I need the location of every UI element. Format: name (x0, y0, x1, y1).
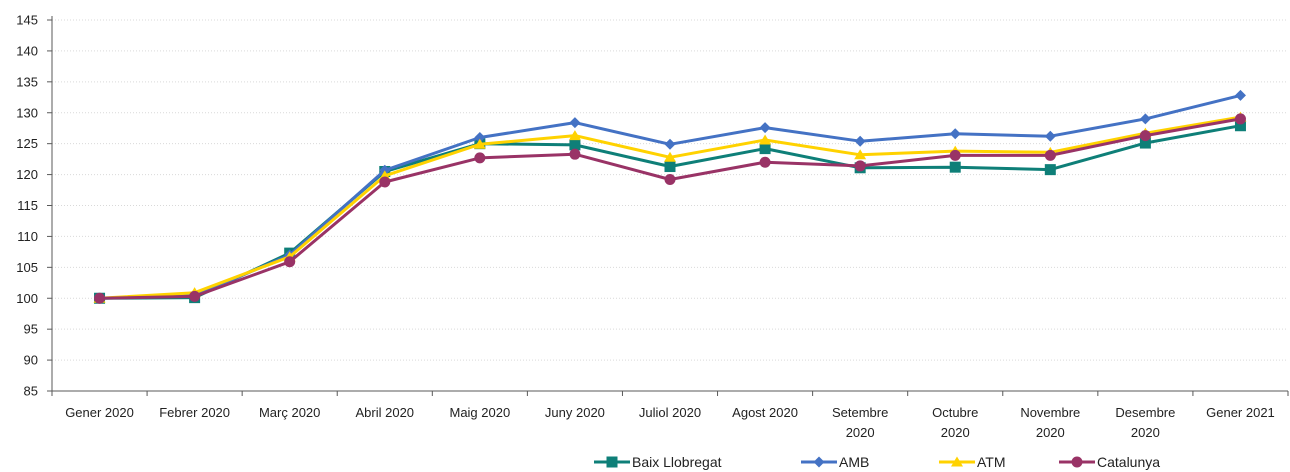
data-point-catalunya (284, 256, 296, 268)
data-point-atm (568, 130, 581, 141)
data-point-amb (569, 117, 581, 129)
legend-marker-atm (951, 456, 963, 467)
data-point-baix-llobregat (1044, 164, 1056, 176)
data-point-catalunya (854, 160, 866, 172)
y-tick-label: 90 (24, 353, 38, 368)
y-tick-label: 145 (16, 13, 38, 28)
data-point-amb (664, 138, 676, 150)
data-point-amb (1044, 130, 1056, 142)
y-tick-label: 95 (24, 322, 38, 337)
data-point-catalunya (1044, 149, 1056, 161)
legend-item-baix-llobregat: Baix Llobregat (594, 454, 722, 470)
gridlines (52, 19, 1288, 361)
data-point-baix-llobregat (664, 161, 676, 173)
x-tick-label: Desembre (1115, 405, 1175, 420)
y-tick-label: 120 (16, 167, 38, 182)
data-point-atm (759, 134, 772, 145)
data-point-amb (1234, 89, 1246, 101)
x-tick-label: Març 2020 (259, 405, 320, 420)
x-tick-label: Juny 2020 (545, 405, 605, 420)
data-point-atm (854, 149, 867, 160)
data-point-amb (949, 128, 961, 140)
x-tick-label: Novembre (1020, 405, 1080, 420)
y-tick-label: 110 (17, 229, 38, 244)
data-point-catalunya (474, 152, 486, 164)
x-tick-label: Gener 2020 (65, 405, 134, 420)
data-point-catalunya (94, 292, 106, 304)
x-tick-label: Juliol 2020 (639, 405, 701, 420)
series-catalunya (94, 113, 1246, 304)
legend-label-amb: AMB (839, 454, 869, 470)
data-point-catalunya (759, 156, 771, 168)
legend-label-catalunya: Catalunya (1097, 454, 1160, 470)
data-point-amb (474, 131, 486, 143)
data-point-catalunya (664, 174, 676, 186)
series-group (93, 89, 1247, 304)
x-tick-label: 2020 (1131, 425, 1160, 440)
data-point-atm (473, 138, 486, 149)
data-point-amb (1139, 113, 1151, 125)
data-point-baix-llobregat (949, 161, 961, 173)
legend-marker-amb (813, 456, 825, 468)
legend-item-amb: AMB (801, 454, 869, 470)
data-point-catalunya (189, 290, 201, 302)
y-tick-label: 105 (16, 260, 38, 275)
data-point-catalunya (1234, 113, 1246, 125)
legend-marker-catalunya (1071, 456, 1083, 468)
y-tick-label: 100 (16, 291, 38, 306)
data-point-catalunya (949, 149, 961, 161)
x-tick-label: Gener 2021 (1206, 405, 1275, 420)
x-tick-label: 2020 (846, 425, 875, 440)
legend-label-baix-llobregat: Baix Llobregat (632, 454, 722, 470)
x-tick-label: Abril 2020 (355, 405, 414, 420)
y-tick-label: 115 (17, 198, 38, 213)
legend-label-atm: ATM (977, 454, 1006, 470)
data-point-catalunya (569, 148, 581, 160)
x-tick-label: Agost 2020 (732, 405, 798, 420)
data-point-amb (379, 164, 391, 176)
legend-item-catalunya: Catalunya (1059, 454, 1160, 470)
data-point-baix-llobregat (1234, 120, 1246, 132)
data-point-amb (759, 122, 771, 134)
data-point-baix-llobregat (759, 143, 771, 155)
x-tick-label: Setembre (832, 405, 888, 420)
data-point-atm (664, 151, 676, 162)
x-axis-ticks: Gener 2020 Febrer 2020 Març 2020 Abril 2020… (51, 391, 1289, 440)
y-tick-label: 140 (16, 43, 38, 58)
x-tick-label: 2020 (941, 425, 970, 440)
y-tick-label: 135 (16, 74, 38, 89)
legend: Baix Llobregat AMB ATM Catalunya (594, 454, 1160, 470)
x-tick-label: Maig 2020 (449, 405, 510, 420)
y-tick-label: 130 (16, 105, 38, 120)
axes (51, 16, 1288, 392)
y-tick-label: 125 (16, 136, 38, 151)
x-tick-label: Febrer 2020 (159, 405, 230, 420)
legend-item-atm: ATM (939, 454, 1006, 470)
x-tick-label: Octubre (932, 405, 978, 420)
data-point-catalunya (1139, 130, 1151, 142)
data-point-catalunya (379, 176, 391, 188)
data-point-baix-llobregat (1139, 137, 1151, 149)
legend-marker-baix-llobregat (606, 456, 618, 468)
data-point-amb (854, 135, 866, 147)
x-tick-label: 2020 (1036, 425, 1065, 440)
y-tick-label: 85 (24, 384, 38, 399)
y-axis-ticks: 85 90 95 100 105 110 115 120 125 130 135 140 145 (16, 13, 52, 399)
data-point-baix-llobregat (569, 139, 581, 151)
